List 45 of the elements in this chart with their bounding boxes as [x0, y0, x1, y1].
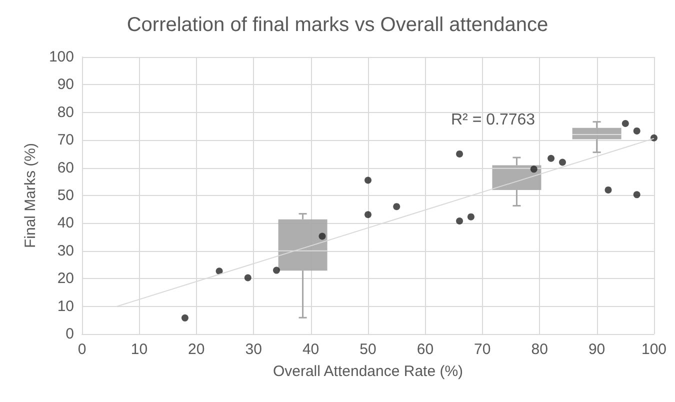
y-tick-label: 60: [57, 159, 74, 176]
x-tick-label: 100: [641, 341, 667, 358]
y-tick-label: 80: [57, 104, 74, 121]
point: [216, 268, 223, 275]
x-tick-label: 70: [474, 341, 491, 358]
x-tick-label: 30: [245, 341, 262, 358]
point: [456, 217, 464, 224]
point: [393, 203, 400, 210]
point: [604, 186, 612, 194]
point: [244, 274, 252, 282]
point: [364, 211, 372, 218]
x-tick-label: 20: [188, 341, 205, 358]
point: [364, 176, 372, 184]
x-tick-label: 90: [588, 341, 606, 358]
x-tick-label: 60: [416, 341, 434, 358]
point: [558, 158, 566, 166]
x-tick-label: 40: [302, 341, 320, 358]
point: [633, 127, 640, 134]
x-tick-label: 0: [78, 341, 86, 358]
y-tick-label: 0: [66, 326, 74, 342]
y-tick-label: 10: [57, 298, 74, 315]
y-tick-label: 30: [57, 242, 74, 260]
chart-title: Correlation of final marks vs Overall attendance: [126, 14, 548, 36]
x-tick-label: 10: [130, 341, 148, 358]
y-tick-label: 20: [57, 270, 74, 288]
point: [622, 120, 629, 127]
point: [272, 266, 280, 274]
x-tick-label: 50: [360, 341, 376, 358]
point: [633, 191, 640, 198]
y-tick-label: 100: [48, 48, 74, 66]
point: [530, 166, 538, 173]
point: [548, 154, 555, 162]
annotation: R² = 0.7763: [451, 112, 536, 128]
point: [318, 232, 326, 240]
y-tick-label: 40: [57, 214, 74, 232]
point: [456, 150, 464, 158]
x-tick-label: 80: [531, 341, 548, 358]
point: [181, 314, 188, 322]
y-tick-label: 90: [57, 76, 74, 94]
x-axis-title: Overall Attendance Rate (%): [272, 363, 464, 380]
y-tick-label: 50: [57, 187, 74, 204]
point: [467, 213, 474, 220]
point: [650, 134, 658, 142]
y-tick-label: 70: [57, 132, 74, 149]
y-axis-title: Final Marks (%): [22, 142, 39, 248]
